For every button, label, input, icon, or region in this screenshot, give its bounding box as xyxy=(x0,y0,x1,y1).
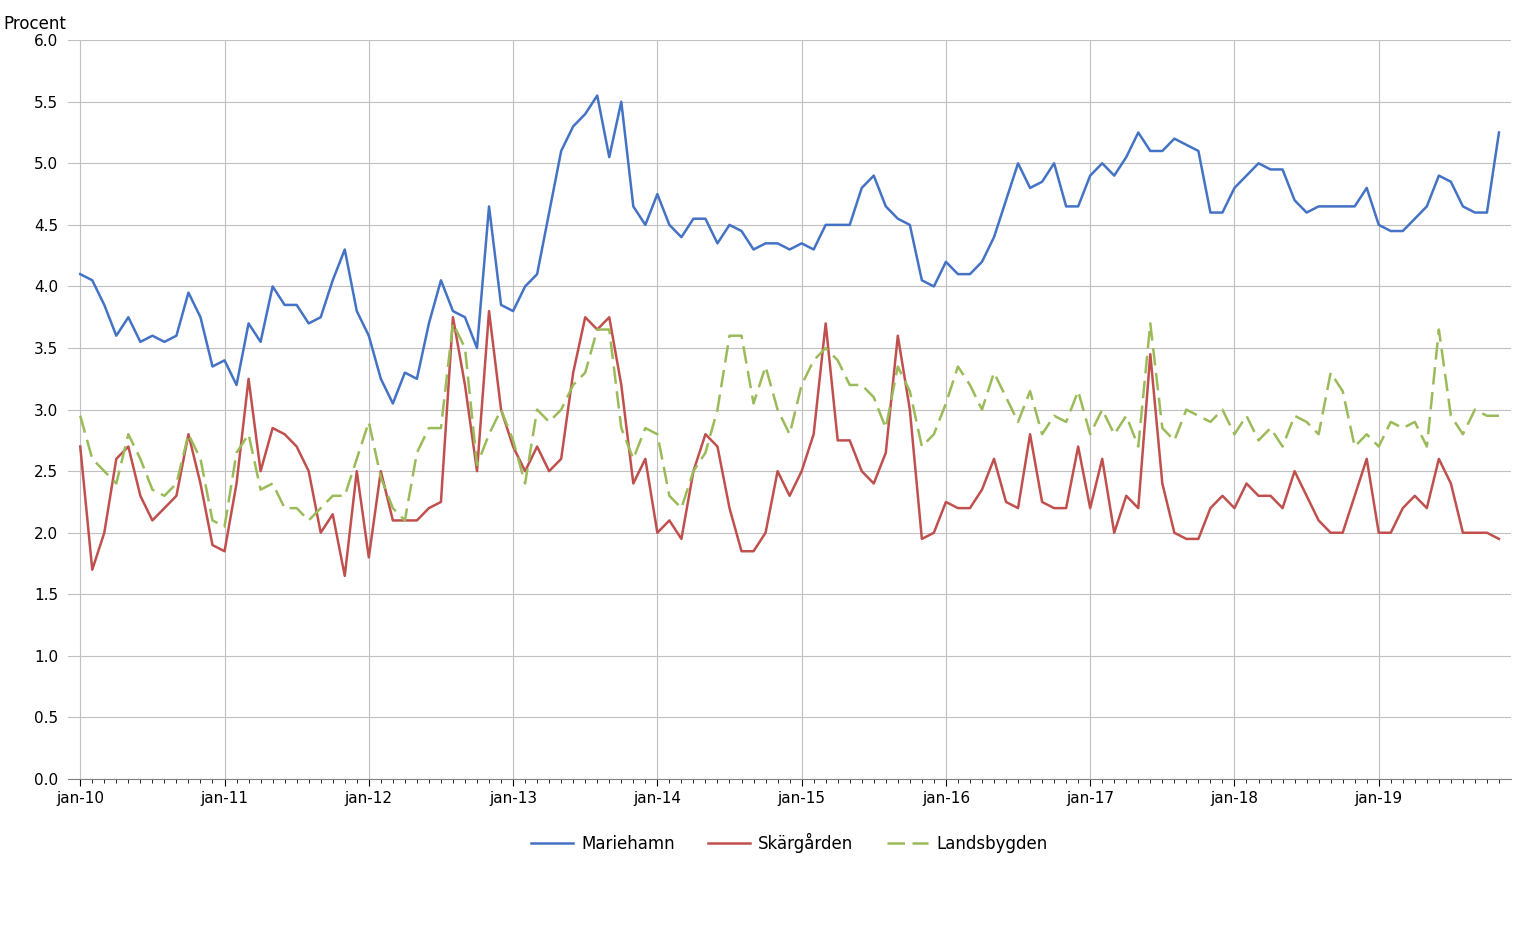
Skärgården xyxy=(1129,502,1148,514)
Legend: Mariehamn, Skärgården, Landsbygden: Mariehamn, Skärgården, Landsbygden xyxy=(525,826,1054,859)
Skärgården xyxy=(372,465,391,476)
Mariehamn xyxy=(588,90,606,101)
Skärgården xyxy=(1309,514,1328,526)
Mariehamn xyxy=(72,269,90,280)
Skärgården xyxy=(540,465,559,476)
Mariehamn xyxy=(1309,201,1328,212)
Skärgården xyxy=(479,306,497,317)
Line: Landsbygden: Landsbygden xyxy=(81,324,1499,527)
Landsbygden xyxy=(1129,441,1148,452)
Landsbygden xyxy=(925,428,943,439)
Skärgården xyxy=(336,570,354,581)
Mariehamn xyxy=(1129,127,1148,138)
Mariehamn xyxy=(383,398,401,409)
Landsbygden xyxy=(72,410,90,421)
Landsbygden xyxy=(1309,428,1328,439)
Landsbygden xyxy=(540,416,559,427)
Landsbygden xyxy=(1489,410,1508,421)
Landsbygden xyxy=(215,521,233,532)
Skärgården xyxy=(1238,478,1256,489)
Landsbygden xyxy=(1238,410,1256,421)
Mariehamn xyxy=(360,330,378,341)
Skärgården xyxy=(925,527,943,539)
Skärgården xyxy=(72,441,90,452)
Line: Skärgården: Skärgården xyxy=(81,311,1499,576)
Mariehamn xyxy=(925,281,943,292)
Skärgården xyxy=(1489,533,1508,544)
Mariehamn xyxy=(1489,127,1508,138)
Landsbygden xyxy=(444,318,462,329)
Mariehamn xyxy=(528,269,546,280)
Line: Mariehamn: Mariehamn xyxy=(81,95,1499,403)
Mariehamn xyxy=(1238,170,1256,181)
Landsbygden xyxy=(372,472,391,483)
Text: Procent: Procent xyxy=(3,15,66,32)
